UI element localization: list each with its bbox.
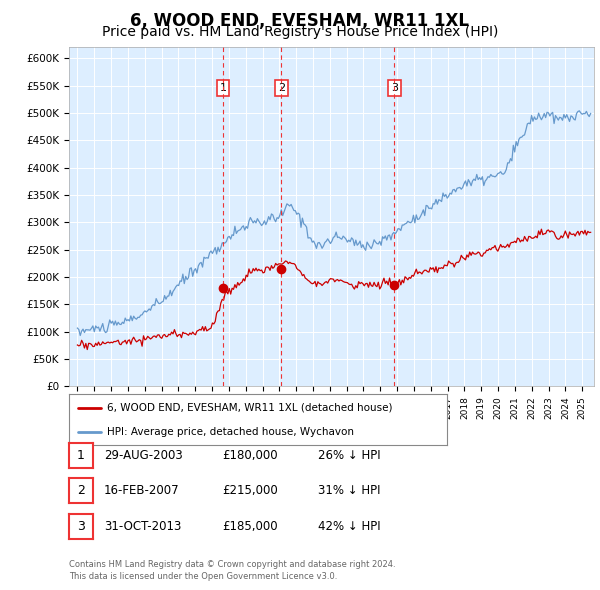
Text: 6, WOOD END, EVESHAM, WR11 1XL: 6, WOOD END, EVESHAM, WR11 1XL bbox=[131, 12, 470, 30]
Text: 6, WOOD END, EVESHAM, WR11 1XL (detached house): 6, WOOD END, EVESHAM, WR11 1XL (detached… bbox=[107, 403, 392, 413]
Text: £215,000: £215,000 bbox=[222, 484, 278, 497]
Text: 29-AUG-2003: 29-AUG-2003 bbox=[104, 449, 182, 462]
Text: 2: 2 bbox=[77, 484, 85, 497]
Text: 31% ↓ HPI: 31% ↓ HPI bbox=[318, 484, 380, 497]
Text: 26% ↓ HPI: 26% ↓ HPI bbox=[318, 449, 380, 462]
Text: £180,000: £180,000 bbox=[222, 449, 278, 462]
Text: 1: 1 bbox=[77, 449, 85, 462]
Text: Price paid vs. HM Land Registry's House Price Index (HPI): Price paid vs. HM Land Registry's House … bbox=[102, 25, 498, 40]
Text: 3: 3 bbox=[391, 83, 398, 93]
Text: HPI: Average price, detached house, Wychavon: HPI: Average price, detached house, Wych… bbox=[107, 427, 354, 437]
Text: 1: 1 bbox=[220, 83, 227, 93]
Text: 42% ↓ HPI: 42% ↓ HPI bbox=[318, 520, 380, 533]
Text: 16-FEB-2007: 16-FEB-2007 bbox=[104, 484, 179, 497]
Text: 3: 3 bbox=[77, 520, 85, 533]
Text: Contains HM Land Registry data © Crown copyright and database right 2024.
This d: Contains HM Land Registry data © Crown c… bbox=[69, 560, 395, 581]
Text: 2: 2 bbox=[278, 83, 285, 93]
Text: £185,000: £185,000 bbox=[222, 520, 278, 533]
Text: 31-OCT-2013: 31-OCT-2013 bbox=[104, 520, 181, 533]
